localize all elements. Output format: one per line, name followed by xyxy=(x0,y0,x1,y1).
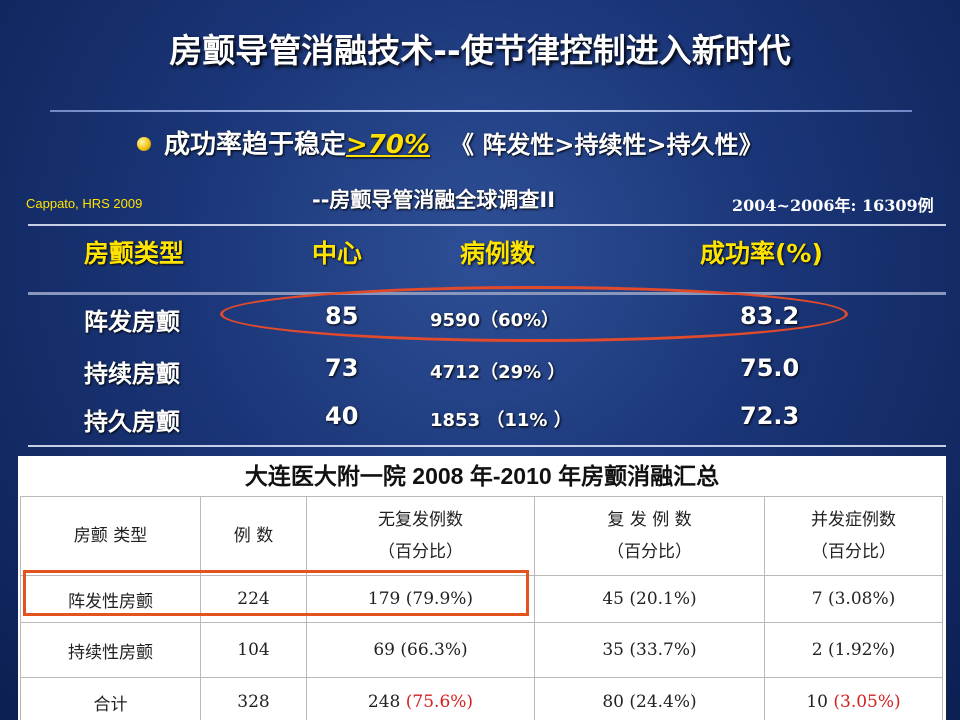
survey-row-rate: 72.3 xyxy=(740,402,800,430)
source-citation: Cappato, HRS 2009 xyxy=(26,196,143,211)
highlight-rectangle xyxy=(23,570,529,616)
local-results-table: 房颤 类型 例 数 无复发例数 （百分比） 复 发 例 数（百分比） 并发症例数（… xyxy=(20,496,943,720)
header-cell: 复 发 例 数（百分比） xyxy=(534,496,765,576)
row-type: 合计 xyxy=(20,677,201,720)
row-recurrence: 35 (33.7%) xyxy=(534,622,765,678)
row-recurrence: 80 (24.4%) xyxy=(534,677,765,720)
survey-subtitle: --房颤导管消融全球调查II xyxy=(312,188,556,212)
row-type: 持续性房颤 xyxy=(20,622,201,678)
bullet-note: 《 阵发性>持续性>持久性》 xyxy=(450,131,763,159)
bullet-dot-icon xyxy=(137,137,151,151)
survey-header-rate: 成功率(%) xyxy=(700,239,823,268)
header-cell: 房颤 类型 xyxy=(20,496,201,576)
survey-row-rate: 75.0 xyxy=(740,354,800,382)
bullet-lead: 成功率趋于稳定 xyxy=(164,130,347,160)
bullet-point: 成功率趋于稳定>70% 《 阵发性>持续性>持久性》 xyxy=(164,124,763,161)
survey-header-centers: 中心 xyxy=(312,239,363,268)
survey-row-cases: 4712（29% ） xyxy=(430,362,566,383)
survey-row-type: 阵发房颤 xyxy=(84,308,180,336)
row-no-recurrence: 248 (75.6%) xyxy=(306,677,535,720)
survey-header-cases: 病例数 xyxy=(460,239,536,268)
row-count: 328 xyxy=(200,677,307,720)
table-row: 合计 328 248 (75.6%) 80 (24.4%) 10 (3.05%) xyxy=(20,677,943,720)
survey-period: 2004~2006年: 16309例 xyxy=(732,196,934,215)
row-recurrence: 45 (20.1%) xyxy=(534,575,765,623)
title-divider xyxy=(50,110,912,112)
table-row: 持续性房颤 104 69 (66.3%) 35 (33.7%) 2 (1.92%… xyxy=(20,622,943,678)
survey-row-centers: 40 xyxy=(325,402,359,430)
header-cell: 例 数 xyxy=(200,496,307,576)
row-no-recurrence: 69 (66.3%) xyxy=(306,622,535,678)
highlight-ellipse xyxy=(220,286,848,342)
row-complications: 2 (1.92%) xyxy=(764,622,943,678)
local-table-title: 大连医大附一院 2008 年-2010 年房颤消融汇总 xyxy=(244,463,720,489)
survey-row-type: 持续房颤 xyxy=(84,360,180,388)
row-complications: 7 (3.08%) xyxy=(764,575,943,623)
survey-row-type: 持久房颤 xyxy=(84,408,180,436)
survey-row-cases: 1853 （11% ） xyxy=(430,410,572,431)
header-cell: 无复发例数 （百分比） xyxy=(306,496,535,576)
slide-title: 房颤导管消融技术--使节律控制进入新时代 xyxy=(169,31,791,70)
survey-row-centers: 73 xyxy=(325,354,359,382)
survey-header-type: 房颤类型 xyxy=(84,239,185,268)
local-results-panel: 大连医大附一院 2008 年-2010 年房颤消融汇总 房颤 类型 例 数 无复… xyxy=(18,456,946,720)
header-cell: 并发症例数 （百分比） xyxy=(764,496,943,576)
bullet-percent: >70% xyxy=(346,130,431,160)
row-complications: 10 (3.05%) xyxy=(764,677,943,720)
row-count: 104 xyxy=(200,622,307,678)
table-bottom-rule xyxy=(28,445,946,447)
table-top-rule xyxy=(28,224,946,226)
table-header-row: 房颤 类型 例 数 无复发例数 （百分比） 复 发 例 数（百分比） 并发症例数（… xyxy=(20,496,943,576)
